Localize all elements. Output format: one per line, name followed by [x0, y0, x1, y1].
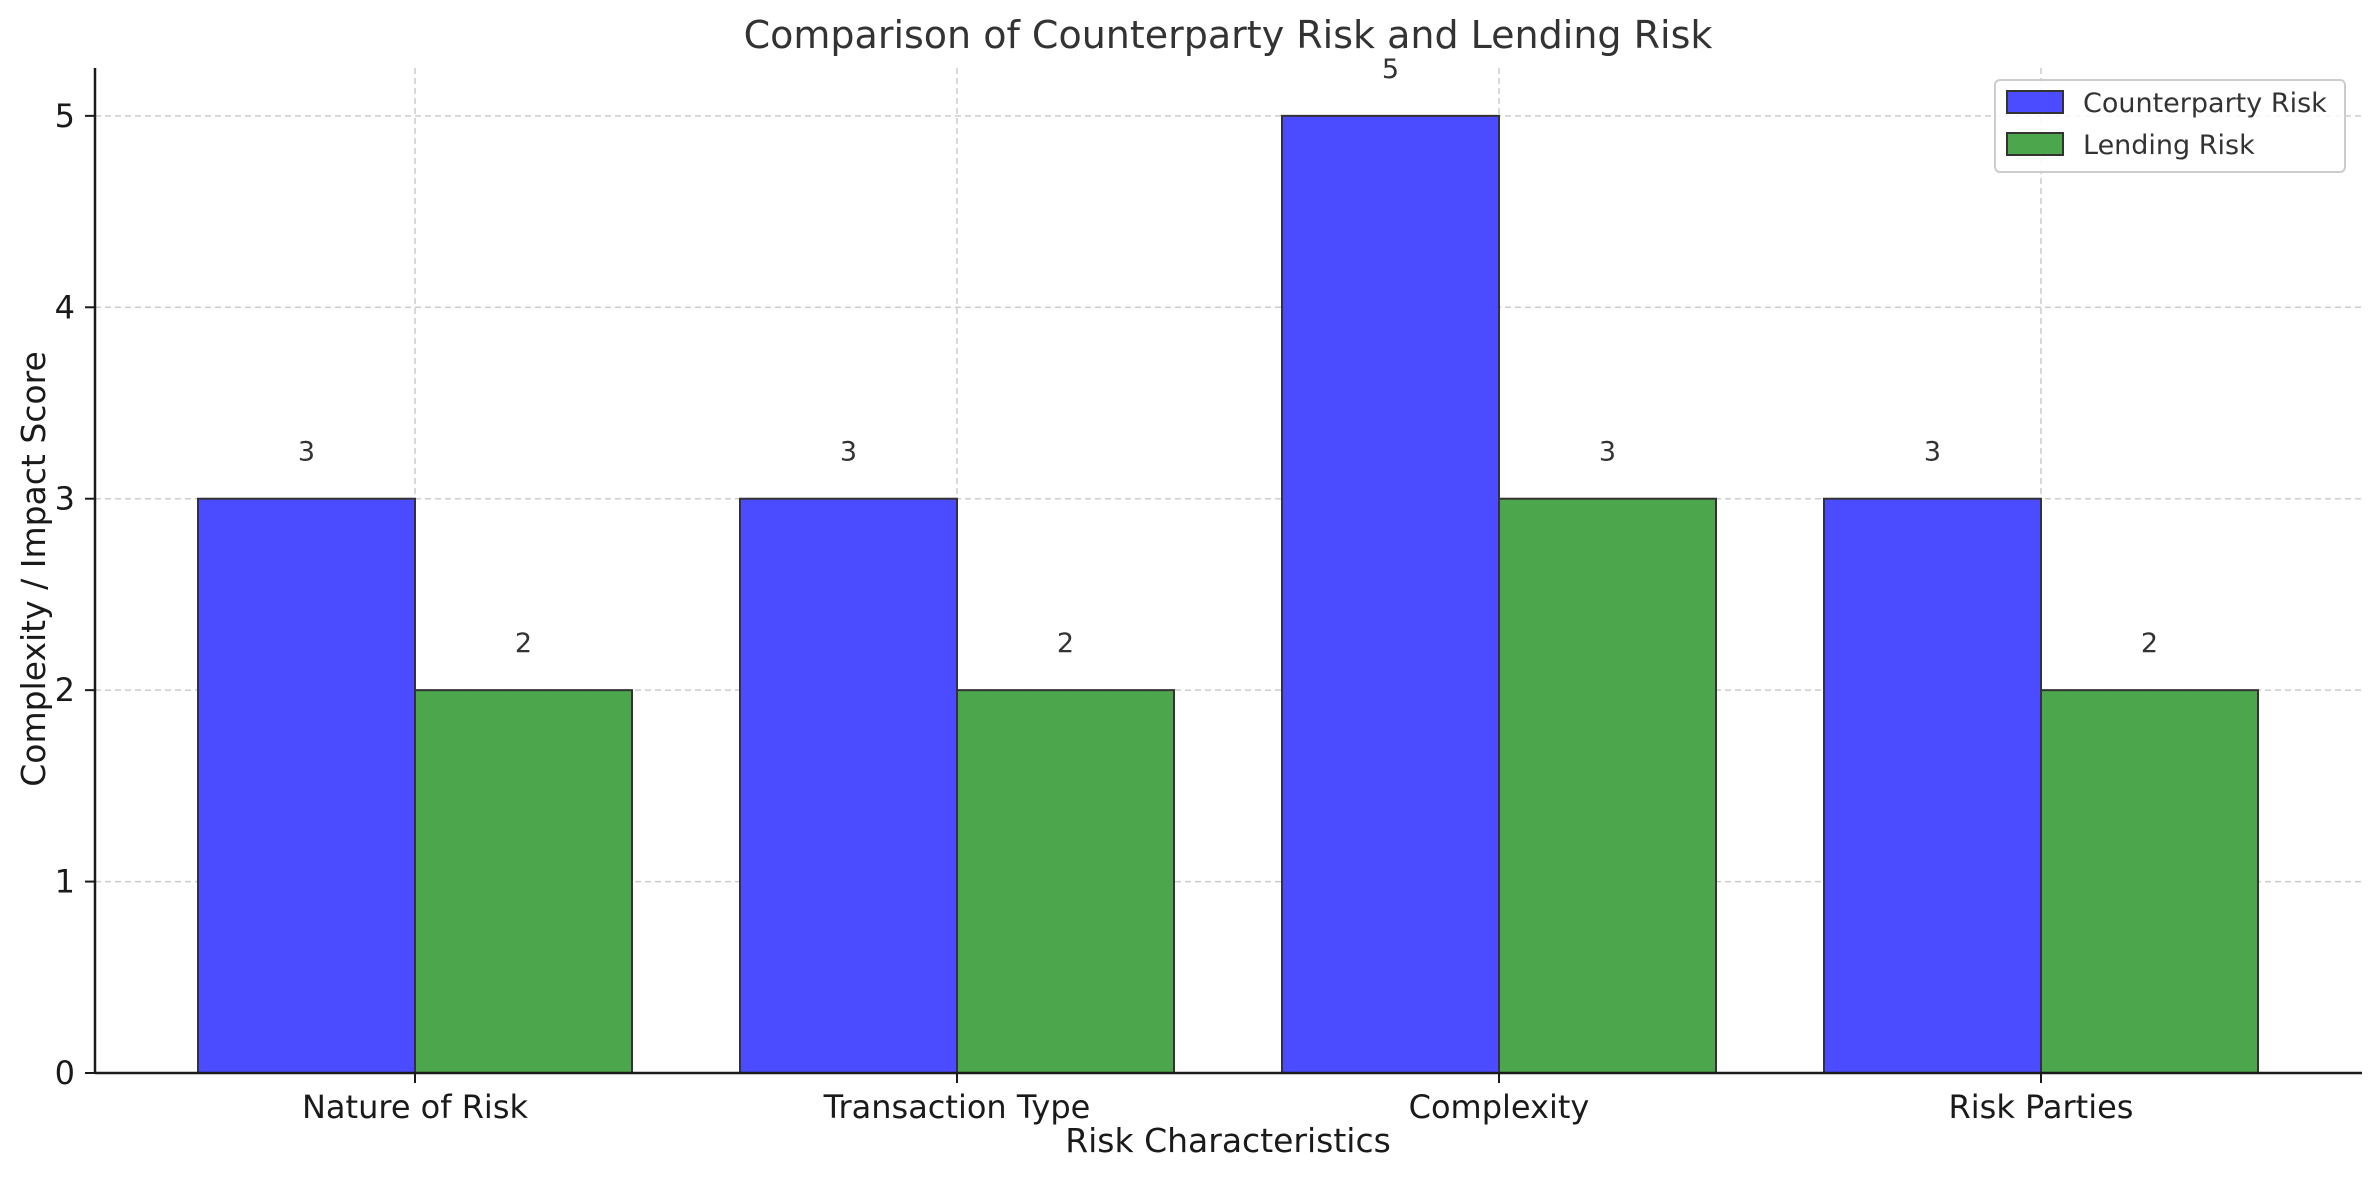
data-label: 3 — [1924, 437, 1941, 468]
data-label: 3 — [1599, 437, 1616, 468]
data-label: 5 — [1382, 54, 1399, 85]
y-tick-label: 2 — [55, 671, 75, 709]
legend-swatch — [2006, 132, 2064, 156]
bar-counterparty-1 — [739, 497, 958, 1074]
y-axis-title: Complexity / Impact Score — [14, 351, 53, 787]
bars-layer — [197, 114, 2259, 1075]
data-label: 3 — [840, 437, 857, 468]
legend-label: Lending Risk — [2083, 130, 2255, 161]
y-tick-label: 3 — [55, 480, 75, 518]
x-tick-label: Complexity — [1409, 1088, 1590, 1126]
ticks-layer: 0 1 2 3 4 5 Nature of Risk Transaction Type Comp… — [55, 97, 2134, 1126]
bar-lending-1 — [956, 689, 1175, 1075]
x-tick-label: Risk Parties — [1949, 1088, 2134, 1126]
bar-lending-3 — [2040, 689, 2259, 1075]
y-tick-label: 1 — [55, 863, 75, 901]
legend-items: Counterparty Risk Lending Risk — [2006, 88, 2327, 161]
x-tick-label: Transaction Type — [823, 1088, 1091, 1126]
y-tick-label: 5 — [55, 97, 75, 135]
legend-label: Counterparty Risk — [2083, 88, 2327, 119]
axes-layer — [93, 68, 2362, 1075]
y-tick-label: 4 — [55, 288, 75, 326]
data-label: 2 — [2141, 628, 2158, 659]
legend: Counterparty Risk Lending Risk — [1994, 79, 2346, 173]
x-axis-title: Risk Characteristics — [1065, 1121, 1391, 1160]
bar-counterparty-0 — [197, 497, 416, 1074]
bar-lending-2 — [1498, 497, 1717, 1074]
y-tick-label: 0 — [55, 1054, 75, 1092]
x-tick-label: Nature of Risk — [302, 1088, 529, 1126]
legend-box — [1994, 79, 2346, 173]
bar-lending-0 — [414, 689, 633, 1075]
data-label: 2 — [515, 628, 532, 659]
chart-title: Comparison of Counterparty Risk and Lend… — [744, 13, 1713, 57]
data-labels-layer: 3 3 5 3 2 2 3 2 — [298, 54, 2158, 659]
data-label: 2 — [1057, 628, 1074, 659]
bar-counterparty-3 — [1823, 497, 2042, 1074]
bar-counterparty-2 — [1281, 114, 1500, 1075]
data-label: 3 — [298, 437, 315, 468]
legend-swatch — [2006, 90, 2064, 114]
